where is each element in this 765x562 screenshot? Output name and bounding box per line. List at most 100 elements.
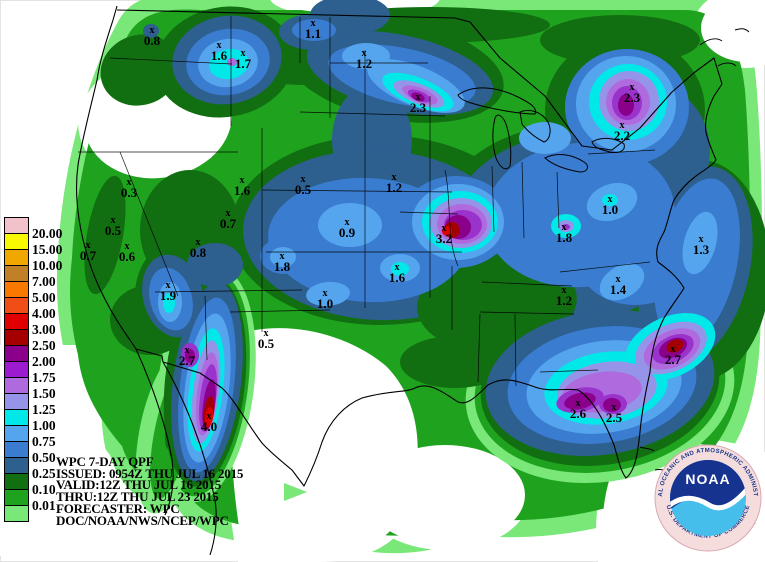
legend-swatch xyxy=(4,505,29,522)
qpf-point: x1.7 xyxy=(235,48,252,71)
svg-text:x: x xyxy=(127,177,132,188)
legend-label: 1.00 xyxy=(32,418,56,433)
svg-text:x: x xyxy=(311,18,316,29)
svg-text:1.3: 1.3 xyxy=(693,242,710,257)
issued-line: ISSUED: 0954Z THU JUL 16 2015 xyxy=(56,465,244,481)
svg-text:x: x xyxy=(86,240,91,251)
legend-swatch xyxy=(4,313,29,330)
qpf-point: x1.0 xyxy=(602,194,618,217)
legend-swatch xyxy=(4,377,29,394)
svg-text:1.1: 1.1 xyxy=(305,26,321,41)
legend-label: 5.00 xyxy=(32,290,56,305)
forecaster-line: FORECASTER: WPC xyxy=(56,500,180,516)
thru-line: THRU:12Z THU JUL 23 2015 xyxy=(56,489,219,505)
qpf-point: x2.3 xyxy=(624,82,641,105)
qpf-point: x2.3 xyxy=(410,92,427,115)
legend-label: 20.00 xyxy=(32,226,63,241)
legend-label: 0.01 xyxy=(32,498,56,513)
svg-text:1.9: 1.9 xyxy=(160,288,177,303)
svg-text:1.2: 1.2 xyxy=(556,293,572,308)
qpf-point: x0.3 xyxy=(121,177,138,200)
svg-text:0.8: 0.8 xyxy=(190,245,207,260)
svg-text:x: x xyxy=(362,48,367,59)
svg-text:x: x xyxy=(264,328,269,339)
svg-text:2.3: 2.3 xyxy=(624,90,641,105)
qpf-point: x1.4 xyxy=(610,274,627,297)
qpf-point: x0.8 xyxy=(190,237,207,260)
qpf-point: x0.5 xyxy=(258,328,275,351)
svg-text:1.4: 1.4 xyxy=(610,282,627,297)
qpf-point: x1.6 xyxy=(234,175,251,198)
svg-text:x: x xyxy=(616,274,621,285)
svg-text:x: x xyxy=(226,208,231,219)
svg-text:0.8: 0.8 xyxy=(144,33,161,48)
qpf-point: x1.1 xyxy=(305,18,321,41)
noaa-logo: NATIONAL OCEANIC AND ATMOSPHERIC ADMINIS… xyxy=(652,442,762,552)
legend-label: 3.00 xyxy=(32,322,56,337)
svg-text:0.5: 0.5 xyxy=(105,223,122,238)
legend-swatch xyxy=(4,409,29,426)
qpf-point: x0.8 xyxy=(144,25,161,48)
legend-label: 1.75 xyxy=(32,370,56,385)
qpf-point: x2.6 xyxy=(570,398,587,421)
svg-text:4.0: 4.0 xyxy=(201,419,217,434)
qpf-point: x1.0 xyxy=(317,288,333,311)
svg-text:0.3: 0.3 xyxy=(121,185,138,200)
great-lakes xyxy=(457,87,625,173)
svg-text:x: x xyxy=(416,92,421,103)
offshore-arrow xyxy=(284,483,307,501)
legend-label: 4.00 xyxy=(32,306,56,321)
svg-text:x: x xyxy=(612,402,617,413)
qpf-point: x3.2 xyxy=(436,223,452,246)
svg-text:1.7: 1.7 xyxy=(235,56,252,71)
svg-text:2.7: 2.7 xyxy=(665,352,682,367)
qpf-point: x0.6 xyxy=(119,241,136,264)
svg-text:x: x xyxy=(196,237,201,248)
svg-text:0.6: 0.6 xyxy=(119,249,136,264)
logo-gull-icon xyxy=(670,484,746,511)
svg-text:x: x xyxy=(562,285,567,296)
svg-text:1.6: 1.6 xyxy=(234,183,251,198)
legend-swatches xyxy=(4,217,29,522)
legend-swatch xyxy=(4,489,29,506)
legend-label: 7.00 xyxy=(32,274,56,289)
svg-text:1.8: 1.8 xyxy=(274,259,291,274)
svg-text:1.0: 1.0 xyxy=(602,202,618,217)
svg-text:x: x xyxy=(608,194,613,205)
svg-text:0.5: 0.5 xyxy=(295,182,312,197)
svg-text:x: x xyxy=(240,175,245,186)
svg-text:2.5: 2.5 xyxy=(606,410,623,425)
qpf-point: x2.7 xyxy=(179,345,196,368)
qpf-point: x1.2 xyxy=(356,48,372,71)
legend-swatch xyxy=(4,329,29,346)
qpf-point: x0.5 xyxy=(295,174,312,197)
svg-text:1.8: 1.8 xyxy=(556,230,573,245)
svg-text:1.2: 1.2 xyxy=(386,180,402,195)
legend-swatch xyxy=(4,265,29,282)
legend-swatch xyxy=(4,441,29,458)
svg-text:x: x xyxy=(217,40,222,51)
svg-text:x: x xyxy=(185,345,190,356)
qpf-point: x2.5 xyxy=(606,402,623,425)
svg-text:x: x xyxy=(395,262,400,273)
qpf-point: x1.9 xyxy=(160,280,177,303)
legend-swatch xyxy=(4,345,29,362)
svg-text:x: x xyxy=(442,223,447,234)
qpf-point: x0.9 xyxy=(339,217,356,240)
qpf-point: x1.8 xyxy=(274,251,291,274)
legend-swatch xyxy=(4,425,29,442)
svg-text:x: x xyxy=(392,172,397,183)
svg-text:x: x xyxy=(111,215,116,226)
svg-text:1.2: 1.2 xyxy=(356,56,372,71)
legend-label: 10.00 xyxy=(32,258,63,273)
svg-text:1.6: 1.6 xyxy=(211,48,228,63)
agency-line: DOC/NOAA/NWS/NCEP/WPC xyxy=(56,512,229,528)
legend-swatch xyxy=(4,249,29,266)
legend-label: 1.50 xyxy=(32,386,56,401)
svg-text:x: x xyxy=(576,398,581,409)
svg-text:2.6: 2.6 xyxy=(570,406,587,421)
svg-text:x: x xyxy=(166,280,171,291)
legend-label: 0.50 xyxy=(32,450,56,465)
legend-swatch xyxy=(4,393,29,410)
state-borders xyxy=(78,16,656,387)
